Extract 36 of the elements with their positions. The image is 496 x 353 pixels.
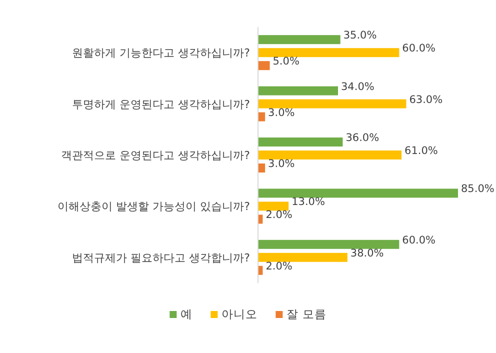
bar (258, 150, 402, 160)
data-label: 60.0% (402, 42, 436, 55)
y-tick-label: 투명하게 운영된다고 생각하십니까? (72, 98, 250, 111)
data-label: 36.0% (346, 132, 380, 144)
bar (258, 61, 270, 70)
bar (258, 35, 340, 44)
bar (258, 99, 406, 108)
data-label: 35.0% (343, 30, 377, 42)
data-label: 2.0% (266, 209, 292, 222)
bar (258, 164, 266, 172)
data-label: 60.0% (402, 234, 436, 246)
data-label: 3.0% (268, 158, 295, 170)
data-label: 63.0% (409, 94, 443, 106)
bar (258, 138, 343, 146)
bar (258, 112, 266, 122)
data-label: 5.0% (272, 56, 300, 68)
bar (258, 48, 400, 58)
data-label: 3.0% (268, 106, 295, 119)
legend-label: 잘 모름 (286, 307, 326, 321)
bar (258, 202, 289, 211)
legend-label: 아니오 (222, 307, 258, 321)
data-label: 34.0% (341, 80, 374, 93)
data-label: 61.0% (404, 145, 438, 157)
bar (258, 188, 458, 198)
data-label: 38.0% (350, 247, 384, 260)
y-tick-label: 이해상충이 발생할 가능성이 있습니까? (58, 200, 250, 214)
bar (258, 240, 400, 249)
bar (258, 86, 338, 96)
data-label: 13.0% (292, 196, 325, 208)
y-tick-label: 법적규제가 필요하다고 생각합니까? (72, 251, 250, 264)
bar (258, 252, 348, 262)
data-label: 2.0% (266, 260, 292, 272)
y-tick-label: 원활하게 기능한다고 생각하십니까? (72, 46, 250, 60)
y-tick-label: 객관적으로 운영된다고 생각하십니까? (61, 149, 250, 162)
data-label: 85.0% (461, 183, 494, 196)
legend-label: 예 (180, 307, 193, 321)
